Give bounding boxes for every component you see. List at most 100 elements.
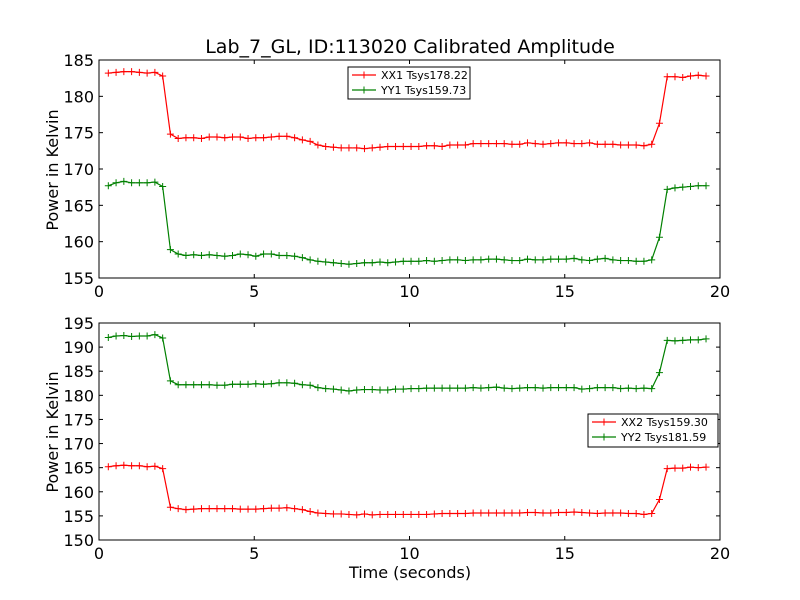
bottom-panel-series-0-point bbox=[244, 505, 252, 513]
bottom-panel-series-1-point bbox=[655, 369, 663, 377]
bottom-panel-y-tick-label: 155 bbox=[63, 507, 94, 526]
top-panel-series-0-point bbox=[586, 139, 594, 147]
bottom-panel-series-0-point bbox=[655, 495, 663, 503]
bottom-panel-series-0-point bbox=[485, 509, 493, 517]
top-panel-series-1-point bbox=[516, 257, 524, 265]
bottom-panel-series-0-point bbox=[531, 509, 539, 517]
top-panel-series-1-point bbox=[112, 179, 120, 187]
top-panel-series-1-point bbox=[221, 252, 229, 260]
bottom-panel-y-tick-label: 185 bbox=[63, 362, 94, 381]
bottom-panel-series-0-point bbox=[267, 504, 275, 512]
top-panel-series-0-point bbox=[112, 68, 120, 76]
top-panel-series-0-point bbox=[531, 140, 539, 148]
bottom-panel-series-1-point bbox=[578, 385, 586, 393]
top-panel-legend-entry: XX1 Tsys178.22 bbox=[352, 69, 468, 82]
bottom-panel-series-0-point bbox=[112, 462, 120, 470]
bottom-panel-series-1-point bbox=[609, 384, 617, 392]
top-panel-series-0-point bbox=[205, 133, 213, 141]
bottom-panel-series-1-point bbox=[446, 384, 454, 392]
bottom-panel-series-1-point bbox=[547, 384, 555, 392]
bottom-panel-series-1-point bbox=[648, 385, 656, 393]
bottom-panel-series-1-point bbox=[205, 381, 213, 389]
top-panel-legend-marker bbox=[360, 86, 368, 94]
bottom-panel-series-0-point bbox=[182, 506, 190, 514]
top-panel-series-0-point bbox=[469, 140, 477, 148]
bottom-panel-series-0-point bbox=[337, 510, 345, 518]
top-panel-series-1-point bbox=[399, 257, 407, 265]
bottom-panel-series-0-point bbox=[260, 505, 268, 513]
top-panel-series-1-point bbox=[415, 257, 423, 265]
top-panel-series-1-point bbox=[570, 254, 578, 262]
bottom-panel-series-0-point bbox=[151, 462, 159, 470]
top-panel-series-1-point bbox=[267, 250, 275, 258]
top-panel-legend-marker bbox=[360, 71, 368, 79]
bottom-panel-series-1-point bbox=[112, 332, 120, 340]
bottom-panel-series-1-point bbox=[229, 380, 237, 388]
bottom-panel-series-0-point bbox=[104, 463, 112, 471]
top-panel-series-1-point bbox=[648, 256, 656, 264]
bottom-panel-series-1-point bbox=[694, 336, 702, 344]
top-panel-series-1-point bbox=[120, 177, 128, 185]
bottom-panel-x-tick-label: 0 bbox=[94, 544, 104, 563]
bottom-panel-series-1-point bbox=[221, 381, 229, 389]
bottom-panel-series-1-point bbox=[523, 384, 531, 392]
top-panel-series-1-point bbox=[298, 254, 306, 262]
top-panel-series-1-point bbox=[384, 259, 392, 267]
bottom-panel-series-0-point bbox=[197, 505, 205, 513]
bottom-panel-series-0-point bbox=[438, 509, 446, 517]
bottom-panel-series-1-point bbox=[182, 381, 190, 389]
bottom-panel-series-0-point bbox=[702, 463, 710, 471]
bottom-panel-series-1-point bbox=[244, 380, 252, 388]
bottom-panel-series-0-point bbox=[562, 509, 570, 517]
top-panel-series-1-point bbox=[632, 257, 640, 265]
top-panel-series-0-point bbox=[329, 143, 337, 151]
bottom-panel-series-1-point bbox=[485, 384, 493, 392]
top-panel-series-0-point bbox=[314, 141, 322, 149]
bottom-panel-series-1-point bbox=[593, 384, 601, 392]
bottom-panel-series-0-point bbox=[329, 510, 337, 518]
top-panel: 0 5 10 15 20 155 160 165 170 175 180 185 XX1 Tsys178… bbox=[63, 51, 730, 301]
top-panel-series-0-point bbox=[648, 140, 656, 148]
bottom-panel-series-1-point bbox=[291, 379, 299, 387]
top-panel-series-0-point bbox=[687, 72, 695, 80]
top-panel-series-1-point bbox=[128, 179, 136, 187]
bottom-panel-series-0-point bbox=[345, 510, 353, 518]
bottom-panel-series-1-point bbox=[314, 384, 322, 392]
bottom-panel-legend-marker bbox=[600, 433, 608, 441]
bottom-panel-x-tick-label: 20 bbox=[710, 544, 730, 563]
top-panel-series-1-point bbox=[508, 257, 516, 265]
top-panel-series-1-point bbox=[244, 251, 252, 259]
top-panel-series-1-point bbox=[306, 256, 314, 264]
top-panel-series-1-point bbox=[500, 256, 508, 264]
bottom-panel-series-0-point bbox=[477, 509, 485, 517]
bottom-panel-series-1-point bbox=[469, 384, 477, 392]
bottom-panel-legend-label: YY2 Tsys181.59 bbox=[620, 431, 706, 444]
bottom-panel-series-1-point bbox=[461, 384, 469, 392]
top-panel-series-1-point bbox=[291, 252, 299, 260]
top-panel-series-0-point bbox=[376, 143, 384, 151]
top-panel-series-1-point bbox=[492, 255, 500, 263]
top-panel-series-0-point bbox=[663, 73, 671, 81]
bottom-panel-series-1-point bbox=[624, 384, 632, 392]
bottom-panel-series-1-point bbox=[283, 379, 291, 387]
top-panel-series-1-point bbox=[197, 251, 205, 259]
top-panel-series-1-point bbox=[360, 259, 368, 267]
top-panel-series-1-point bbox=[104, 182, 112, 190]
top-panel-series-0-point bbox=[624, 141, 632, 149]
bottom-panel-y-tick-label: 195 bbox=[63, 314, 94, 333]
top-panel-series-0-point bbox=[337, 144, 345, 152]
top-panel-series-0-point bbox=[392, 142, 400, 150]
top-panel-series-0-point bbox=[694, 71, 702, 79]
bottom-panel-y-tick-label: 175 bbox=[63, 410, 94, 429]
top-panel-series-0-point bbox=[500, 140, 508, 148]
top-panel-series-1-point bbox=[655, 233, 663, 241]
top-panel-series-1-point bbox=[555, 255, 563, 263]
top-panel-y-tick-label: 155 bbox=[63, 269, 94, 288]
bottom-panel-y-tick-label: 165 bbox=[63, 459, 94, 478]
bottom-panel-y-tick-label: 160 bbox=[63, 483, 94, 502]
bottom-panel-series-0-point bbox=[314, 509, 322, 517]
bottom-panel-series-1-point bbox=[617, 385, 625, 393]
bottom-panel-series-0-point bbox=[135, 462, 143, 470]
top-panel-series-1-point bbox=[174, 250, 182, 258]
